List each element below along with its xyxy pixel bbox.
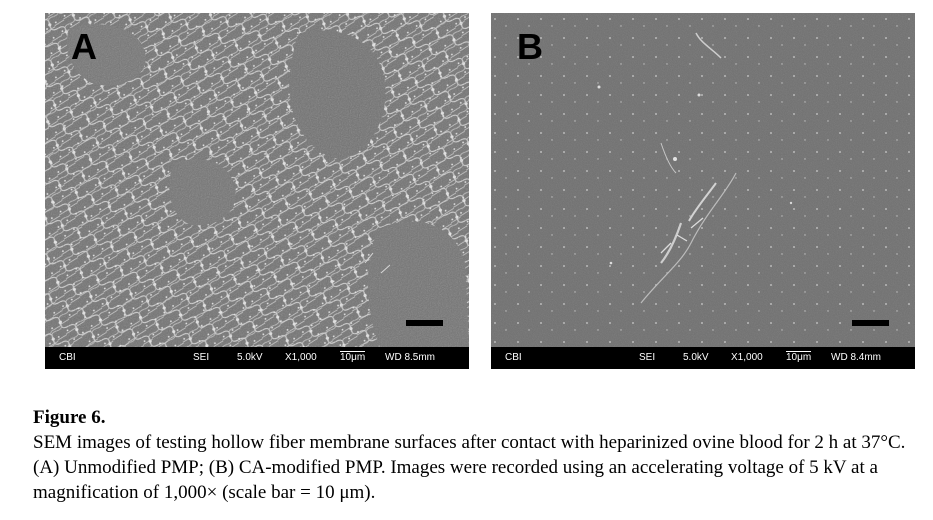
detector-label: CBI bbox=[59, 352, 76, 363]
imaging-mode: SEI bbox=[639, 352, 656, 363]
sem-image-ca-modified-pmp bbox=[491, 13, 915, 347]
accelerating-voltage: 5.0kV bbox=[237, 352, 263, 363]
sem-info-strip: CBI SEI 5.0kV X1,000 10μm WD 8.5mm bbox=[45, 347, 469, 369]
sem-panel-b: B CBI SEI 5.0kV X1,000 10μm WD 8.4mm bbox=[491, 13, 915, 369]
figure-caption: Figure 6. SEM images of testing hollow f… bbox=[33, 405, 923, 505]
sem-panel-a: A CBI SEI 5.0kV X1,000 10μm WD 8.5mm bbox=[45, 13, 469, 369]
caption-title: Figure 6. bbox=[33, 407, 106, 428]
caption-text: SEM images of testing hollow fiber membr… bbox=[33, 432, 906, 503]
scale-bar bbox=[852, 320, 889, 326]
scale-label: 10μm bbox=[786, 351, 812, 363]
detector-label: CBI bbox=[505, 352, 522, 363]
scale-label: 10μm bbox=[340, 351, 366, 363]
working-distance: WD 8.4mm bbox=[831, 352, 881, 363]
sem-info-strip: CBI SEI 5.0kV X1,000 10μm WD 8.4mm bbox=[491, 347, 915, 369]
imaging-mode: SEI bbox=[193, 352, 210, 363]
panel-label: A bbox=[71, 26, 97, 67]
magnification: X1,000 bbox=[731, 352, 763, 363]
working-distance: WD 8.5mm bbox=[385, 352, 435, 363]
panel-label: B bbox=[517, 26, 543, 67]
scale-bar bbox=[406, 320, 443, 326]
magnification: X1,000 bbox=[285, 352, 317, 363]
sem-image-unmodified-pmp bbox=[45, 13, 469, 347]
accelerating-voltage: 5.0kV bbox=[683, 352, 709, 363]
